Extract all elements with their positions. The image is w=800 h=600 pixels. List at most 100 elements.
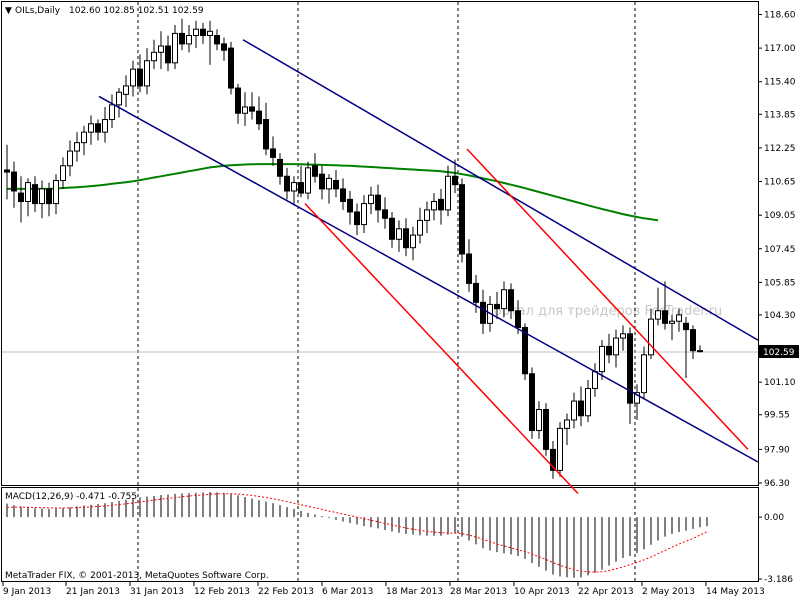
- price-tick-label: 110.65: [764, 178, 796, 188]
- candle: [543, 403, 549, 456]
- candle: [655, 287, 661, 326]
- candle: [585, 380, 591, 423]
- macd-title: MACD(12,26,9) -0.471 -0.755: [5, 492, 137, 502]
- candle: [375, 184, 381, 223]
- date-tick-label: 22 Feb 2013: [258, 587, 314, 597]
- price-tick-label: 97.90: [764, 445, 790, 455]
- candle: [270, 136, 276, 166]
- candle: [144, 48, 150, 95]
- candle: [81, 125, 87, 156]
- candle: [109, 94, 115, 128]
- candle: [396, 220, 402, 252]
- chart-ohlc: 102.60 102.85 102.51 102.59: [69, 6, 204, 16]
- candle: [627, 327, 633, 425]
- candle: [606, 333, 612, 364]
- candle: [648, 308, 654, 360]
- candle: [494, 291, 500, 320]
- candle: [452, 159, 458, 194]
- blue-channel-line[interactable]: [98, 95, 759, 463]
- candle: [410, 226, 416, 261]
- ma-line: [7, 163, 659, 222]
- candle: [669, 314, 675, 341]
- vertical-grid: [137, 2, 636, 582]
- date-tick-label: 21 Jan 2013: [66, 587, 120, 597]
- candle: [368, 186, 374, 215]
- date-tick-label: 2 May 2013: [642, 587, 695, 597]
- candle: [445, 165, 451, 217]
- candle: [25, 178, 31, 217]
- candle: [690, 325, 696, 360]
- candle: [564, 413, 570, 446]
- price-tick-label: 109.05: [764, 211, 796, 221]
- candle: [102, 106, 108, 143]
- candle: [60, 157, 66, 189]
- candlesticks: [4, 18, 703, 479]
- candle: [193, 20, 199, 49]
- candle: [438, 188, 444, 225]
- price-badge: 102.59: [763, 348, 795, 358]
- red-channel-line[interactable]: [304, 203, 579, 495]
- candle: [53, 174, 59, 215]
- date-tick-label: 12 Feb 2013: [194, 587, 250, 597]
- candle: [697, 345, 703, 353]
- macd-signal-line: [6, 493, 708, 573]
- candle: [88, 115, 94, 145]
- candle: [4, 144, 10, 200]
- candle: [620, 325, 626, 351]
- candle: [683, 317, 689, 378]
- candle: [116, 88, 122, 118]
- candle: [529, 367, 535, 439]
- candle: [557, 422, 563, 477]
- candle: [221, 37, 227, 61]
- price-tick-label: 105.85: [764, 278, 796, 288]
- candle: [200, 22, 206, 44]
- macd-panel-frame: [1, 487, 759, 582]
- copyright-text: MetaTrader FIX, © 2001-2013, MetaQuotes …: [5, 571, 269, 581]
- blue-channel-line[interactable]: [242, 39, 759, 341]
- candle: [361, 195, 367, 233]
- candle: [32, 176, 38, 212]
- red-channel-line[interactable]: [466, 148, 749, 450]
- candle: [172, 25, 178, 70]
- candle: [403, 218, 409, 257]
- date-tick-label: 18 Mar 2013: [386, 587, 443, 597]
- candle: [662, 281, 668, 330]
- price-tick-label: 115.40: [764, 78, 796, 88]
- candle: [312, 153, 318, 183]
- candle: [74, 132, 80, 162]
- time-axis: 9 Jan 2013 21 Jan 2013 31 Jan 2013 12 Feb 2…: [2, 582, 765, 597]
- candle: [158, 31, 164, 70]
- candle: [354, 203, 360, 236]
- chart-symbol-icon: ▼: [5, 6, 12, 16]
- price-tick-label: 113.85: [764, 110, 796, 120]
- date-tick-label: 28 Mar 2013: [450, 587, 507, 597]
- candle: [298, 165, 304, 198]
- candle: [578, 386, 584, 427]
- candle: [263, 102, 269, 156]
- candle: [613, 329, 619, 368]
- candle: [123, 75, 129, 107]
- candle: [599, 340, 605, 381]
- date-tick-label: 22 Apr 2013: [578, 587, 634, 597]
- macd-tick-label: -3.186: [764, 575, 793, 585]
- candle: [165, 35, 171, 72]
- candle: [473, 275, 479, 313]
- candle: [18, 176, 24, 223]
- price-tick-label: 96.30: [764, 479, 790, 489]
- candle: [151, 39, 157, 70]
- candle: [242, 92, 248, 126]
- candle: [291, 176, 297, 206]
- candle: [347, 190, 353, 225]
- channel-lines[interactable]: [98, 39, 759, 495]
- price-tick-label: 104.30: [764, 311, 796, 321]
- candle: [46, 182, 52, 217]
- candle: [179, 18, 185, 51]
- candle: [214, 29, 220, 51]
- candle: [536, 401, 542, 439]
- candle: [326, 174, 332, 204]
- price-tick-label: 101.10: [764, 378, 796, 388]
- candle: [508, 283, 514, 320]
- price-tick-label: 107.45: [764, 245, 796, 255]
- candle: [235, 83, 241, 124]
